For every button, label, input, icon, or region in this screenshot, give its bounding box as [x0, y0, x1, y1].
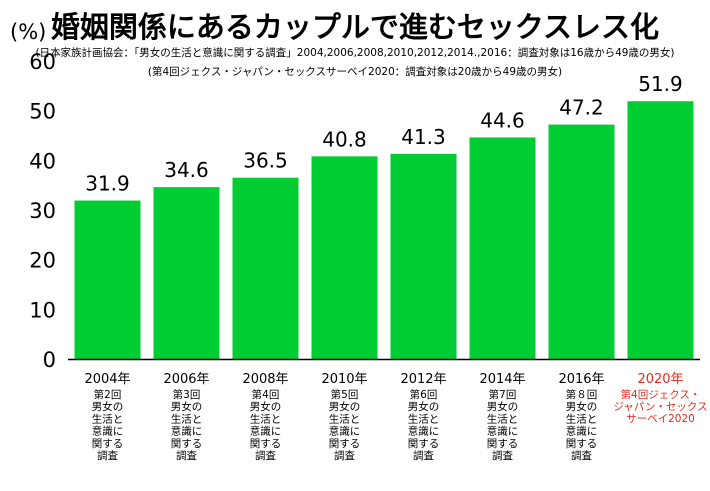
data-label: 40.8: [322, 127, 367, 151]
data-label: 41.3: [401, 125, 446, 149]
x-tick-sublabel: 第８回: [566, 388, 598, 401]
x-tick-sublabel: 調査: [571, 449, 592, 462]
x-tick-sublabel: サーベイ2020: [626, 413, 695, 425]
data-label: 36.5: [243, 149, 288, 173]
x-tick-sublabel: 関する: [329, 438, 361, 450]
x-tick-sublabel: 意識に: [250, 425, 282, 438]
x-tick-sublabel: 第6回: [410, 388, 438, 401]
x-tick-sublabel: 生活と: [329, 412, 361, 425]
x-tick-sublabel: 男女の: [250, 400, 282, 413]
y-tick-label: 20: [29, 249, 56, 273]
x-tick-label: 2008年: [242, 372, 288, 387]
y-tick-label: 10: [29, 298, 56, 322]
x-tick-sublabel: 男女の: [487, 400, 519, 413]
x-tick-label: 2016年: [558, 372, 604, 387]
x-tick-label: 2012年: [400, 372, 446, 387]
x-tick-sublabel: 第2回: [94, 388, 122, 401]
x-tick-sublabel: 意識に: [487, 425, 519, 438]
x-tick-sublabel: 意識に: [171, 425, 203, 438]
y-tick-label: 50: [29, 100, 56, 124]
x-tick-sublabel: 関する: [92, 438, 124, 450]
y-tick-label: 30: [29, 199, 56, 223]
y-tick-label: 60: [29, 50, 56, 74]
x-tick-sublabel: 関する: [408, 438, 440, 450]
data-label: 44.6: [480, 108, 525, 132]
bar: [153, 187, 220, 359]
y-tick-label: 0: [43, 348, 56, 372]
x-tick-sublabel: ジャパン・セックス: [613, 401, 707, 413]
x-tick-sublabel: 意識に: [329, 425, 361, 438]
data-label: 34.6: [164, 158, 209, 182]
bar: [311, 156, 378, 359]
x-tick-sublabel: 調査: [334, 449, 355, 462]
x-tick-sublabel: 調査: [255, 449, 276, 462]
x-tick-label: 2006年: [163, 372, 209, 387]
bar: [548, 124, 615, 359]
chart-note: (第4回ジェクス・ジャパン・セックスサーベイ2020：調査対象は20歳から49歳…: [147, 66, 563, 78]
x-tick-sublabel: 調査: [492, 449, 513, 462]
x-tick-label: 2004年: [84, 372, 130, 387]
y-axis-unit: (%): [10, 20, 47, 44]
bar: [390, 153, 457, 359]
x-tick-sublabel: 生活と: [171, 412, 203, 425]
data-label: 47.2: [559, 96, 604, 120]
bar: [74, 200, 141, 359]
x-tick-sublabel: 生活と: [566, 412, 598, 425]
x-tick-sublabel: 第5回: [331, 388, 359, 401]
x-tick-sublabel: 調査: [176, 449, 197, 462]
x-tick-sublabel: 第7回: [489, 388, 517, 401]
x-tick-sublabel: 生活と: [92, 412, 124, 425]
x-tick-sublabel: 生活と: [408, 412, 440, 425]
chart-title: 婚姻関係にあるカップルで進むセックスレス化: [50, 10, 660, 44]
x-tick-sublabel: 第4回: [252, 388, 280, 401]
x-tick-sublabel: 意識に: [92, 425, 124, 438]
x-tick-sublabel: 男女の: [566, 400, 598, 413]
x-tick-sublabel: 関する: [487, 438, 519, 450]
bar: [627, 101, 694, 359]
x-tick-sublabel: 調査: [97, 449, 118, 462]
x-tick-sublabel: 意識に: [566, 425, 598, 438]
x-tick-sublabel: 第4回ジェクス・: [621, 388, 701, 401]
bar: [469, 137, 536, 359]
x-tick-label: 2014年: [479, 372, 525, 387]
x-tick-sublabel: 関する: [566, 438, 598, 450]
x-tick-label: 2010年: [321, 372, 367, 387]
data-label: 31.9: [85, 172, 130, 196]
x-tick-sublabel: 関する: [250, 438, 282, 450]
x-tick-sublabel: 生活と: [487, 412, 519, 425]
x-tick-sublabel: 意識に: [408, 425, 440, 438]
x-tick-sublabel: 調査: [413, 449, 434, 462]
x-tick-sublabel: 関する: [171, 438, 203, 450]
x-tick-sublabel: 男女の: [92, 400, 124, 413]
x-tick-sublabel: 男女の: [171, 400, 203, 413]
x-tick-sublabel: 男女の: [408, 400, 440, 413]
bar: [232, 177, 299, 359]
data-label: 51.9: [638, 72, 683, 96]
x-tick-sublabel: 生活と: [250, 412, 282, 425]
x-tick-sublabel: 男女の: [329, 400, 361, 413]
x-tick-label: 2020年: [637, 372, 683, 387]
chart-subtitle: (日本家族計画協会：「男女の生活と意識に関する調査」2004,2006,2008…: [35, 47, 675, 59]
x-tick-sublabel: 第3回: [173, 388, 201, 401]
y-tick-label: 40: [29, 149, 56, 173]
